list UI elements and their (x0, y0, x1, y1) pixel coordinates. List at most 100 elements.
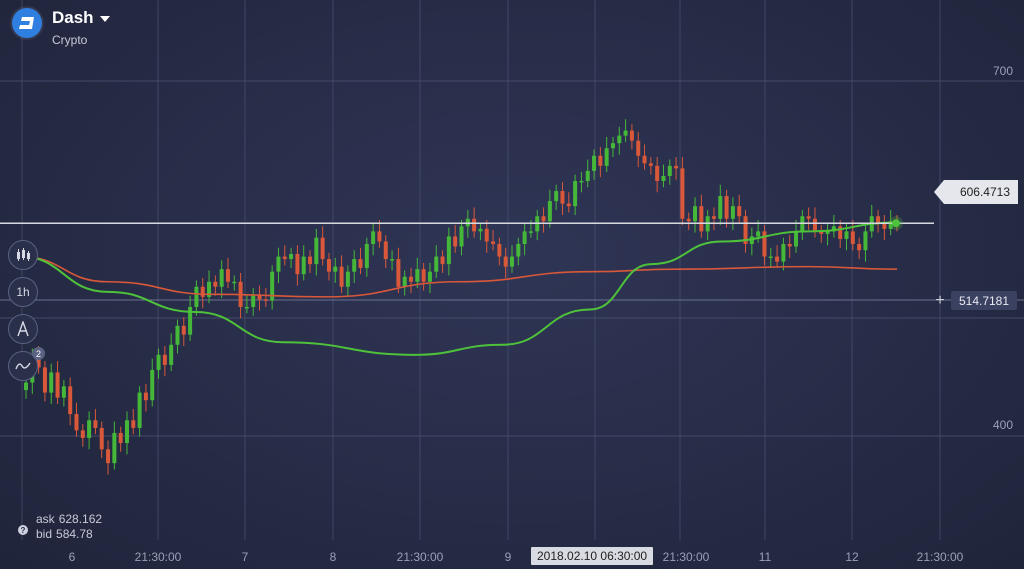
candle-body (74, 414, 79, 431)
candle-body (87, 420, 92, 438)
x-tick-label: 9 (504, 550, 512, 564)
candle-body (636, 140, 641, 156)
candle-body (857, 243, 862, 251)
candles-icon[interactable] (8, 240, 38, 270)
help-icon[interactable]: ? (18, 525, 28, 535)
candle-body (528, 231, 533, 233)
bid-label: bid (36, 527, 53, 541)
moving-average-slow (19, 255, 898, 298)
x-tick-label: 11 (758, 550, 772, 564)
candle-body (781, 243, 786, 262)
candle-body (724, 196, 729, 219)
candle-body (718, 196, 723, 219)
asset-category: Crypto (52, 33, 88, 47)
candle-body (806, 216, 811, 219)
candle-body (749, 236, 754, 244)
candle-body (850, 231, 855, 244)
candle-body (711, 216, 716, 219)
candle-body (213, 281, 218, 287)
asset-header: Dash Crypto (12, 8, 110, 47)
candle-body (661, 175, 666, 181)
candle-body (276, 256, 281, 272)
candle-body (421, 269, 426, 282)
candle-body (686, 218, 691, 222)
candle-body (623, 130, 628, 136)
drawing-tools-icon[interactable] (8, 314, 38, 344)
candle-body (175, 325, 180, 345)
candle-body (118, 432, 123, 443)
candle-body (326, 259, 331, 272)
candle-body (503, 256, 508, 267)
timeframe-button[interactable]: 1h (8, 277, 38, 307)
asset-selector[interactable]: Dash (52, 8, 110, 28)
indicators-icon[interactable]: 2 (8, 347, 45, 381)
add-alert-button[interactable]: + (935, 291, 945, 309)
candle-body (270, 271, 275, 301)
x-tick-label: 21:30:00 (396, 550, 444, 564)
candle-body (440, 256, 445, 265)
indicators-glyph (15, 362, 31, 370)
candle-body (68, 386, 73, 415)
x-tick-label: 6 (68, 550, 76, 564)
candle-body (200, 286, 205, 297)
candle-body (131, 420, 136, 428)
candle-body (427, 271, 432, 282)
candle-body (756, 231, 761, 237)
candle-body (308, 256, 313, 265)
candle-body (522, 231, 527, 244)
x-tick-label: 12 (845, 550, 859, 564)
candle-body (106, 449, 111, 464)
candle-body (390, 259, 395, 261)
candle-body (263, 299, 268, 301)
candle-body (642, 155, 647, 164)
candle-body (598, 155, 603, 166)
candle-body (402, 276, 407, 287)
candle-body (541, 216, 546, 222)
candles-glyph (17, 248, 30, 261)
candle-body (743, 216, 748, 244)
candle-body (232, 281, 237, 284)
candle-body (812, 218, 817, 232)
dash-logo-icon[interactable] (12, 8, 42, 38)
moving-average-fast (19, 221, 898, 356)
candle-body (491, 241, 496, 244)
candle-body (124, 420, 129, 443)
candle-body (383, 241, 388, 260)
candle-body (194, 286, 199, 307)
candle-body (49, 372, 54, 393)
candle-body (478, 228, 483, 232)
candle-body (667, 165, 672, 176)
candle-body (162, 354, 167, 365)
candle-body (693, 206, 698, 222)
candle-body (484, 228, 489, 242)
candle-body (560, 191, 565, 204)
candle-body (320, 237, 325, 260)
candle-body (188, 306, 193, 335)
candle-body (768, 256, 773, 259)
candle-body (339, 266, 344, 287)
candle-body (648, 163, 653, 166)
candle-body (333, 266, 338, 272)
candle-body (169, 344, 174, 365)
quote-panel: ask 628.162 bid 584.78 (18, 512, 102, 542)
candle-body (112, 432, 117, 464)
x-tick-label: 21:30:00 (662, 550, 710, 564)
drawing-glyph (17, 321, 29, 337)
candle-body (699, 206, 704, 232)
candle-body (882, 223, 887, 229)
candle-body (80, 430, 85, 438)
candle-body (289, 254, 294, 260)
candle-body (573, 180, 578, 207)
candle-body (604, 148, 609, 166)
candle-body (409, 276, 414, 282)
candle-body (516, 243, 521, 257)
current-price-dot (892, 219, 900, 228)
candle-body (301, 256, 306, 275)
indicators-count-badge: 2 (32, 347, 45, 360)
candle-body (629, 130, 634, 141)
candle-body (42, 367, 47, 393)
candle-body (794, 231, 799, 247)
candle-body (295, 254, 300, 275)
candle-body (680, 168, 685, 219)
